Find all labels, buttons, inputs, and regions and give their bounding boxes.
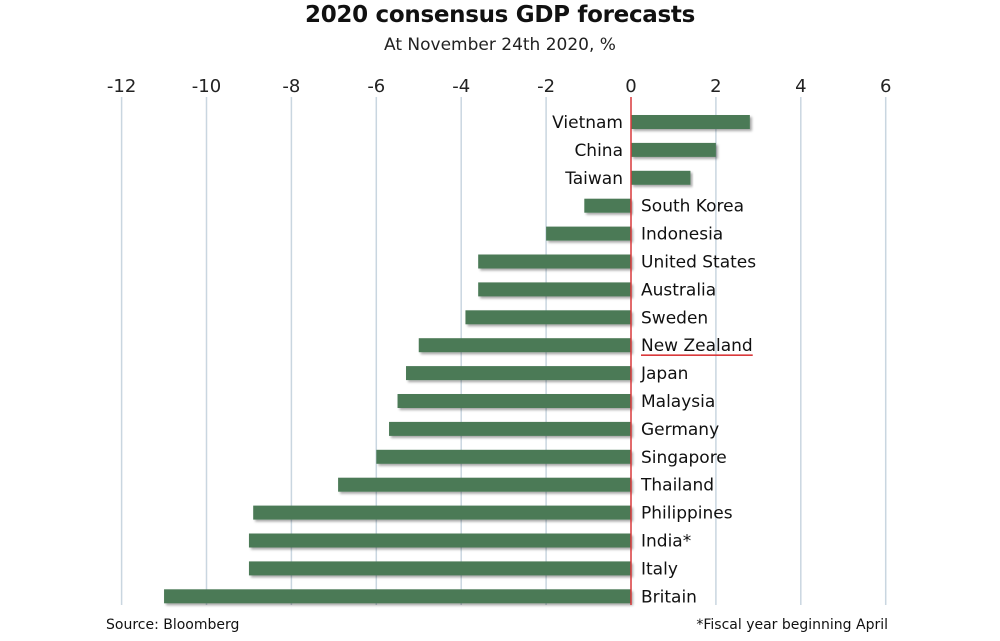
bar [164,589,632,604]
bar [631,142,716,157]
bar [248,533,631,548]
category-label: Germany [641,420,719,440]
bar [546,226,631,241]
bar [465,310,631,325]
bar [478,282,631,297]
category-label: Malaysia [641,392,715,412]
bar [376,449,631,464]
category-label: Australia [641,280,716,300]
category-label: Japan [640,364,688,384]
x-tick-label: 6 [880,76,891,97]
category-label: India* [641,532,691,552]
category-label: South Korea [641,197,744,217]
bar [631,170,691,185]
category-label: Italy [641,559,678,579]
bar [631,115,750,129]
x-tick-label: -10 [192,76,221,97]
chart-title: 2020 consensus GDP forecasts [305,2,695,28]
x-tick-label: -8 [282,76,300,97]
category-label: Indonesia [641,225,723,245]
x-tick-label: -12 [107,76,136,97]
category-label: Philippines [641,504,733,524]
category-label: China [574,141,623,161]
bar [338,477,631,492]
footnote: *Fiscal year beginning April [696,617,888,633]
x-tick-label: -4 [452,76,470,97]
chart-subtitle: At November 24th 2020, % [384,35,616,55]
bar [584,198,631,213]
category-label: United States [641,253,756,273]
x-tick-label: -2 [537,76,555,97]
category-label: Taiwan [564,169,623,189]
x-tick-label: -6 [367,76,385,97]
category-label: New Zealand [641,336,753,356]
category-label: Thailand [640,476,714,496]
x-tick-label: 4 [795,76,806,97]
category-label: Singapore [641,448,727,468]
x-tick-label: 2 [710,76,721,97]
bar [418,338,631,353]
category-label: Sweden [641,308,708,328]
bar [253,505,631,520]
bar [248,561,631,576]
category-label: Vietnam [552,113,623,133]
source-note: Source: Bloomberg [106,617,240,633]
x-tick-label: 0 [625,76,636,97]
bar [397,394,631,408]
bar [478,254,631,269]
category-label: Britain [641,587,697,607]
bar [389,421,631,436]
bar [406,366,631,381]
